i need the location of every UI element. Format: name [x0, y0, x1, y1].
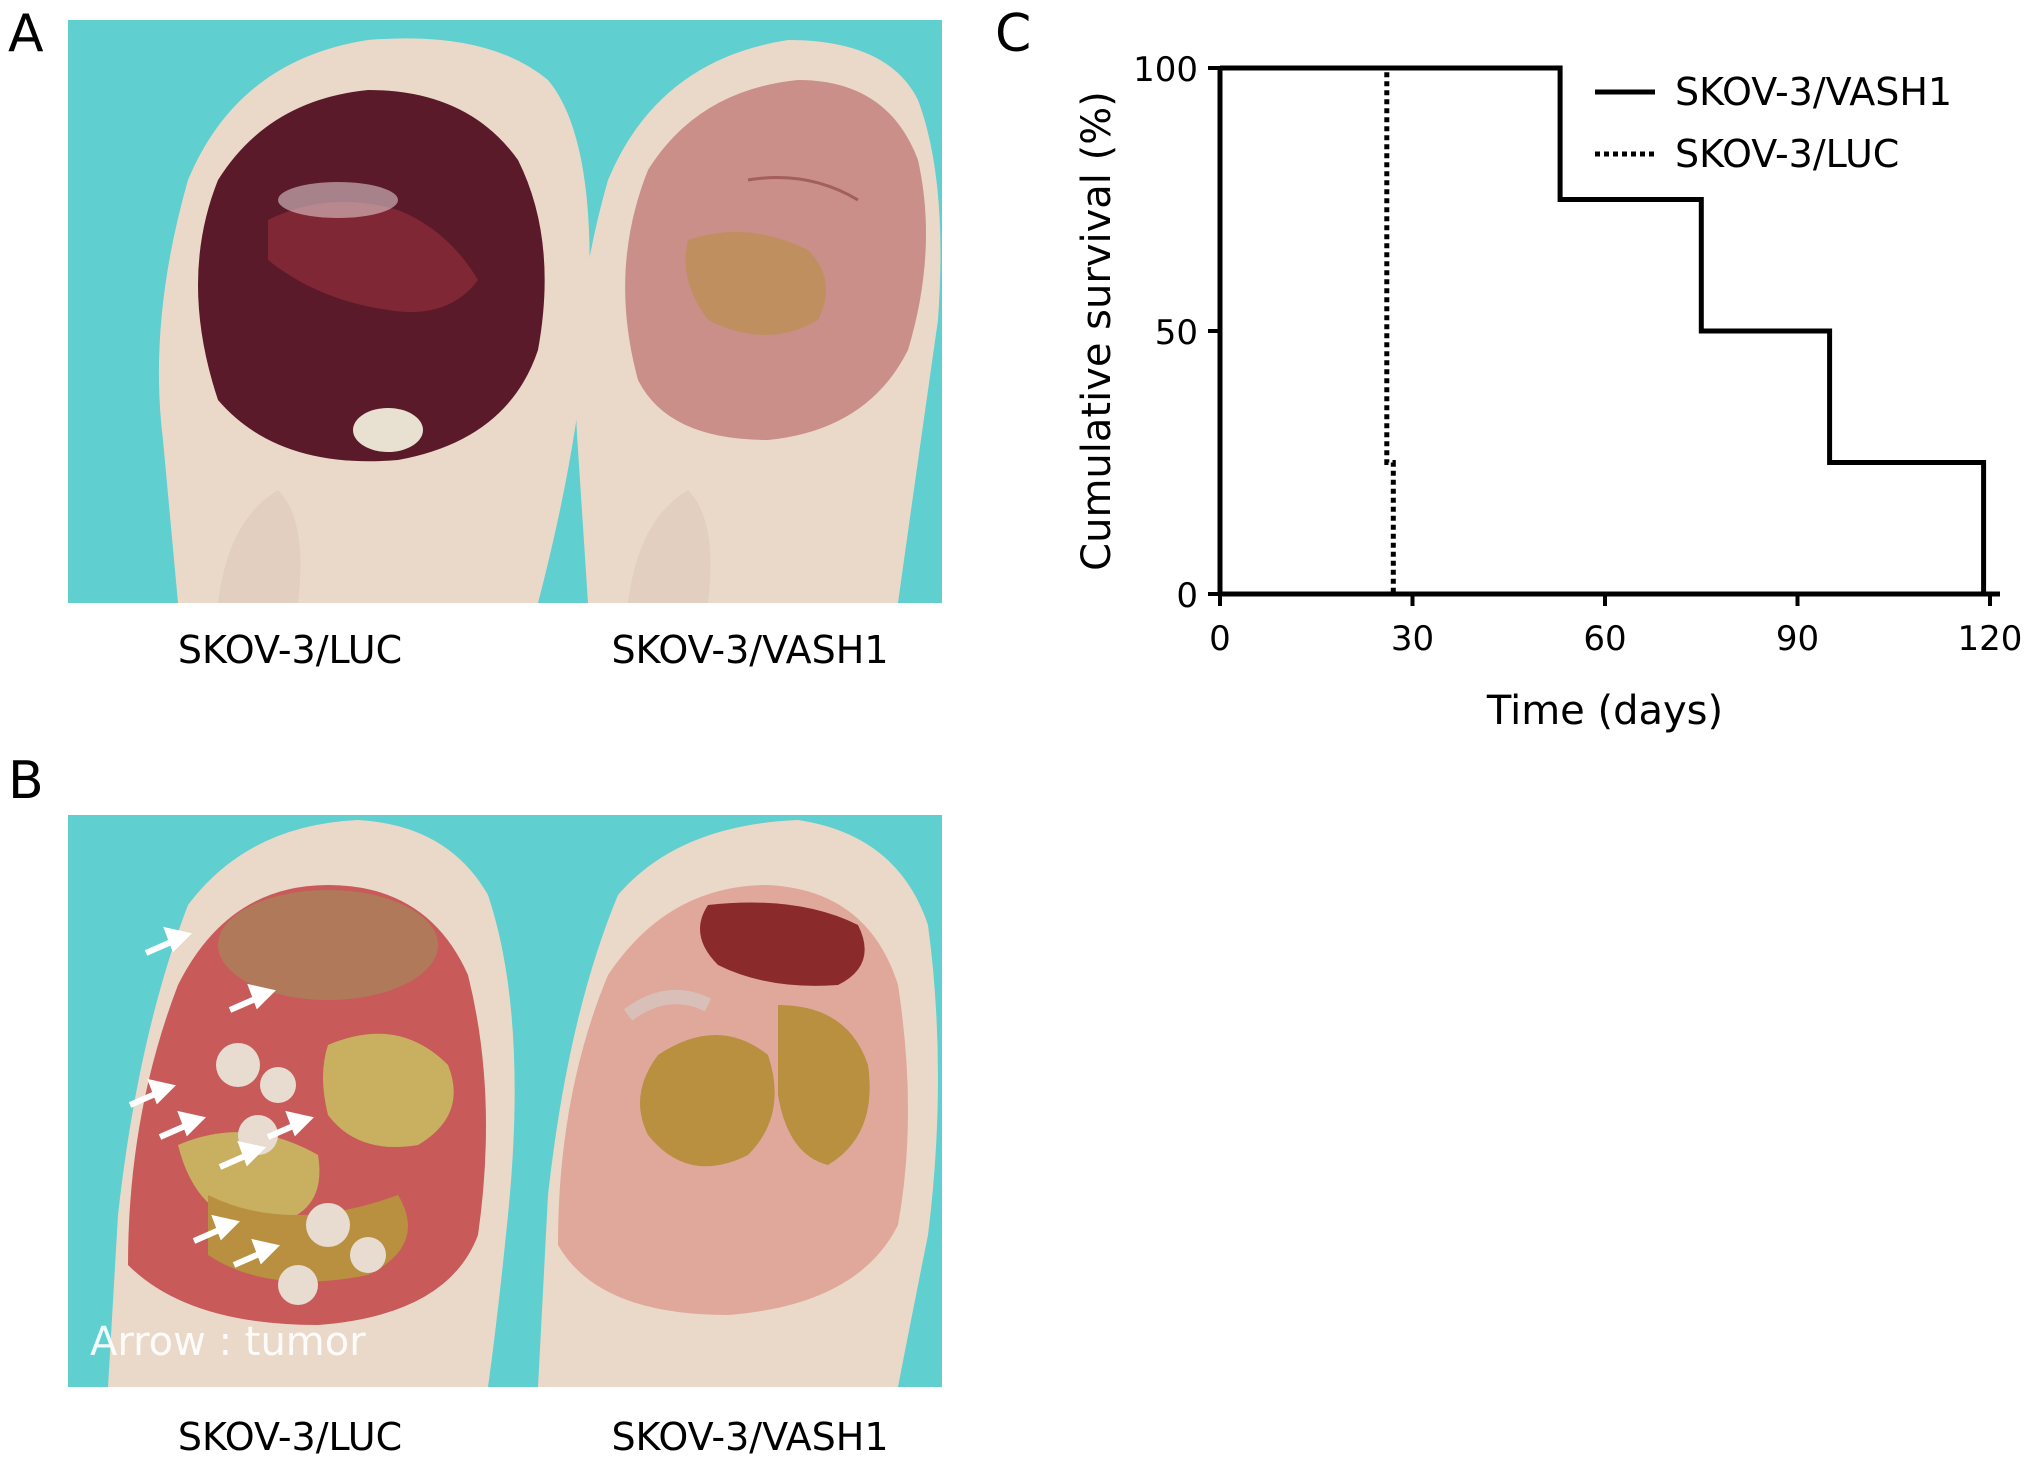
photo-b-arrow-legend-note: Arrow : tumor [90, 1319, 366, 1365]
legend-label-1: SKOV-3/VASH1 [1675, 70, 1952, 114]
survival-chart: 0 50 100 0 30 60 90 120 Time (days) Cumulative su… [1074, 50, 2022, 734]
caption-a-left: SKOV-3/LUC [177, 628, 403, 672]
caption-b-right: SKOV-3/VASH1 [611, 1415, 889, 1459]
legend-label-2: SKOV-3/LUC [1675, 132, 1899, 176]
mouse-b-right-liver [700, 902, 865, 986]
y-tick-label: 50 [1155, 313, 1198, 353]
photo-b-mice-abdomen-open: Arrow : tumor [68, 815, 942, 1387]
panel-letter-c: C [995, 4, 1032, 64]
mouse-b-left-liver [218, 890, 438, 1000]
panel-letter-a: A [8, 4, 44, 64]
x-tick-label: 30 [1391, 619, 1434, 659]
tumor-arrows [128, 926, 314, 1268]
chart-series-group [1220, 65, 1987, 594]
x-axis-label: Time (days) [1486, 688, 1723, 734]
y-tick-label: 100 [1133, 50, 1198, 90]
x-tick-label: 90 [1776, 619, 1819, 659]
x-tick-label: 60 [1583, 619, 1626, 659]
panel-letter-b: B [8, 751, 44, 811]
x-tick-label: 0 [1209, 619, 1231, 659]
y-tick-label: 0 [1176, 576, 1198, 616]
photo-a-mice-abdomen-closed [68, 20, 942, 603]
chart-axes: 0 50 100 0 30 60 90 120 Time (days) Cumulative su… [1074, 50, 2022, 734]
series-line-1 [1220, 65, 1987, 594]
series-line-2 [1220, 65, 1396, 594]
chart-legend: SKOV-3/VASH1 SKOV-3/LUC [1595, 70, 1952, 176]
x-tick-label: 120 [1958, 619, 2023, 659]
y-axis-label: Cumulative survival (%) [1074, 91, 1120, 571]
caption-b-left: SKOV-3/LUC [177, 1415, 403, 1459]
caption-a-right: SKOV-3/VASH1 [611, 628, 889, 672]
